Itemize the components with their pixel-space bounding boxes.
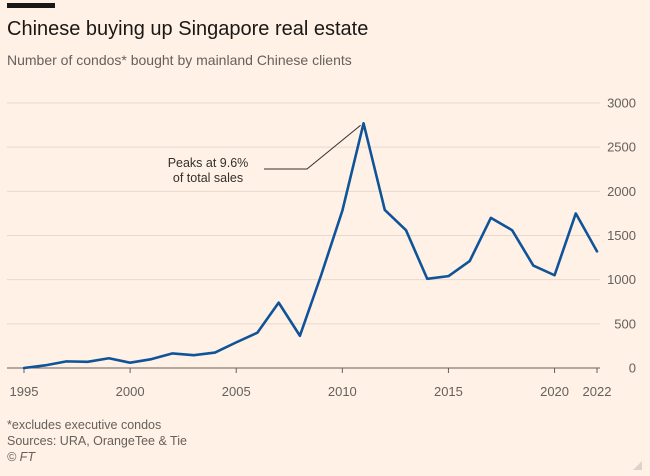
brand-bar (7, 3, 55, 8)
y-tick-label: 3000 (607, 96, 636, 111)
footnote: *excludes executive condos (7, 418, 162, 432)
x-tick-label: 2020 (540, 384, 569, 399)
x-tick-label: 2015 (434, 384, 463, 399)
annotation-label: Peaks at 9.6% (168, 156, 249, 170)
series (22, 122, 599, 370)
chart-title: Chinese buying up Singapore real estate (7, 18, 369, 40)
x-tick-label: 2005 (222, 384, 251, 399)
x-tick-label: 2010 (328, 384, 357, 399)
resize-handle-icon[interactable] (633, 461, 642, 470)
y-tick-label: 500 (614, 316, 636, 331)
ft-credit: © FT (7, 450, 35, 464)
x-tick-label: 1995 (10, 384, 39, 399)
annotation-leader (264, 124, 361, 170)
annotation: Peaks at 9.6%of total sales (168, 124, 361, 185)
x-tick-label: 2022 (583, 384, 612, 399)
y-tick-label: 1000 (607, 272, 636, 287)
series-line (22, 122, 599, 370)
y-axis-labels: 0 500 1000 1500 2000 2500 3000 (607, 96, 636, 376)
y-tick-label: 1500 (607, 228, 636, 243)
y-tick-label: 0 (629, 361, 636, 376)
x-axis: 1995 2000 2005 2010 2015 2020 2022 (10, 368, 612, 399)
annotation-label: of total sales (173, 171, 243, 185)
sources: Sources: URA, OrangeTee & Tie (7, 434, 187, 448)
y-tick-label: 2000 (607, 184, 636, 199)
y-tick-label: 2500 (607, 140, 636, 155)
x-tick-label: 2000 (116, 384, 145, 399)
chart-subtitle: Number of condos* bought by mainland Chi… (7, 52, 352, 68)
